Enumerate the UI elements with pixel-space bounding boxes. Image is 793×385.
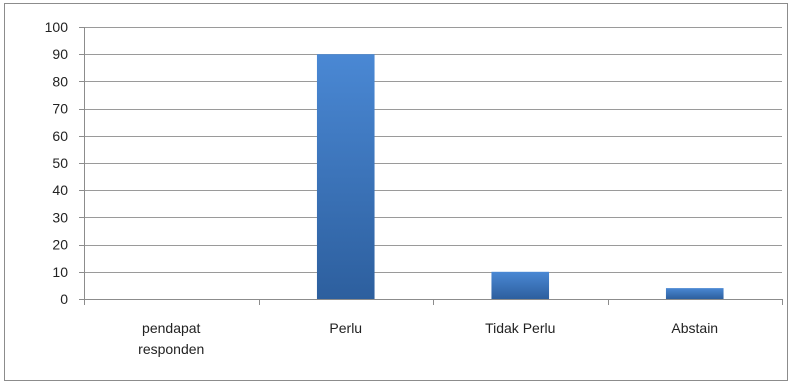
y-tick-label-80: 80	[52, 73, 68, 89]
y-tick-label-100: 100	[45, 19, 69, 35]
x-tick-label-pendapat-responden: pendapat responden	[138, 320, 204, 357]
x-tick-label-tidak-perlu: Tidak Perlu	[485, 320, 555, 336]
bar-tidak-perlu	[491, 271, 550, 299]
y-tick-label-0: 0	[60, 291, 68, 307]
y-tick-label-60: 60	[52, 128, 68, 144]
x-tick-label-line: Perlu	[329, 320, 362, 336]
axes	[79, 27, 783, 305]
bar-abstain	[665, 288, 724, 299]
x-tick-label-perlu: Perlu	[329, 320, 362, 336]
x-tick-label-line: pendapat	[142, 320, 201, 336]
bars	[316, 54, 724, 300]
chart-frame	[4, 3, 788, 381]
x-tick-label-line: Tidak Perlu	[485, 320, 555, 336]
y-tick-label-50: 50	[52, 155, 68, 171]
y-axis-ticks: 0 10 20 30 40 50 60 70 80 90 100	[45, 19, 69, 307]
gridlines	[84, 27, 782, 273]
y-tick-label-40: 40	[52, 182, 68, 198]
x-tick-label-line: responden	[138, 341, 204, 357]
x-tick-label-abstain: Abstain	[671, 320, 718, 336]
y-tick-label-20: 20	[52, 237, 68, 253]
y-tick-label-30: 30	[52, 209, 68, 225]
x-tick-label-line: Abstain	[671, 320, 718, 336]
y-tick-label-70: 70	[52, 101, 68, 117]
bar-perlu	[316, 54, 375, 300]
y-tick-label-10: 10	[52, 264, 68, 280]
x-axis-ticks: pendapat responden Perlu Tidak Perlu Abstain	[138, 320, 718, 357]
y-tick-label-90: 90	[52, 46, 68, 62]
